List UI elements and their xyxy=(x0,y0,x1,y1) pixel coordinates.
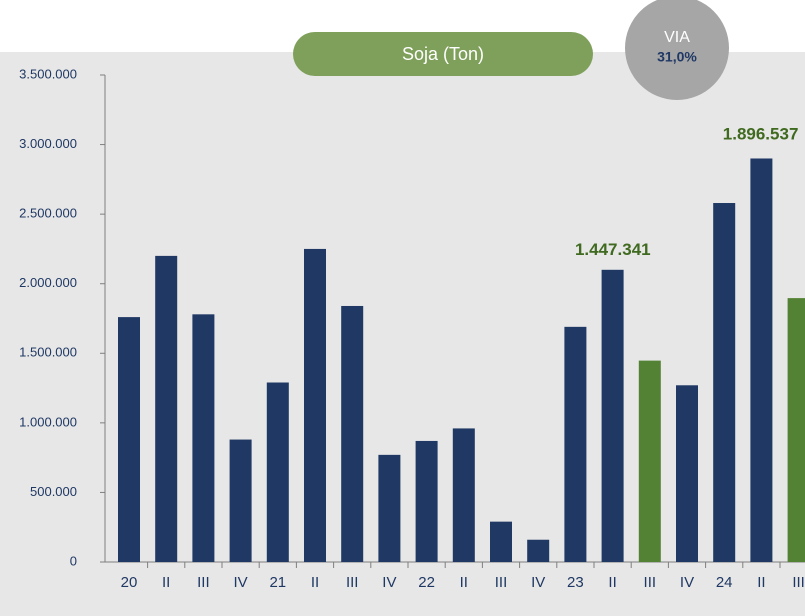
x-tick-label: II xyxy=(311,574,319,591)
y-tick-label: 500.000 xyxy=(30,484,77,499)
badge xyxy=(625,0,729,100)
value-label: 1.896.537 xyxy=(723,125,799,144)
bar xyxy=(304,248,326,562)
y-tick-label: 2.000.000 xyxy=(19,275,77,290)
badge-label: VIA xyxy=(664,29,690,46)
x-tick-label: 24 xyxy=(716,574,733,591)
y-tick-label: 2.500.000 xyxy=(19,206,77,221)
bar xyxy=(452,428,475,562)
x-tick-label: III xyxy=(644,574,657,591)
bar xyxy=(192,314,215,562)
bar xyxy=(378,454,401,562)
title-pill xyxy=(293,32,593,76)
bar xyxy=(155,255,178,562)
x-tick-label: 23 xyxy=(567,574,584,591)
bar xyxy=(713,203,736,563)
x-tick-label: IV xyxy=(680,574,694,591)
bar xyxy=(490,521,512,562)
x-tick-label: II xyxy=(162,574,170,591)
bar xyxy=(750,158,773,562)
x-tick-label: III xyxy=(197,574,210,591)
y-tick-label: 0 xyxy=(70,553,77,568)
bar xyxy=(527,539,550,562)
y-tick-label: 1.000.000 xyxy=(19,414,77,429)
y-tick-label: 3.500.000 xyxy=(19,66,77,81)
bar xyxy=(676,385,698,562)
y-tick-label: 3.000.000 xyxy=(19,136,77,151)
bar xyxy=(638,360,661,562)
x-tick-label: IV xyxy=(531,574,545,591)
x-tick-label: II xyxy=(757,574,765,591)
value-label: 1.447.341 xyxy=(575,240,651,259)
bar xyxy=(601,269,624,562)
badge-value: 31,0% xyxy=(657,49,697,65)
x-tick-label: 21 xyxy=(269,574,286,591)
bar xyxy=(266,382,289,562)
bar xyxy=(564,326,587,562)
x-tick-label: IV xyxy=(234,574,248,591)
x-tick-label: III xyxy=(346,574,359,591)
x-tick-label: IV xyxy=(382,574,396,591)
x-tick-label: III xyxy=(495,574,508,591)
y-tick-label: 1.500.000 xyxy=(19,345,77,360)
x-tick-label: 22 xyxy=(418,574,435,591)
x-tick-label: II xyxy=(460,574,468,591)
x-tick-label: 20 xyxy=(121,574,138,591)
chart-title: Soja (Ton) xyxy=(402,44,484,64)
x-tick-label: II xyxy=(608,574,616,591)
bar xyxy=(415,440,438,562)
bar xyxy=(229,439,252,562)
bar xyxy=(118,317,140,562)
bar xyxy=(341,305,364,562)
x-tick-label: III xyxy=(792,574,805,591)
bar xyxy=(787,298,805,562)
